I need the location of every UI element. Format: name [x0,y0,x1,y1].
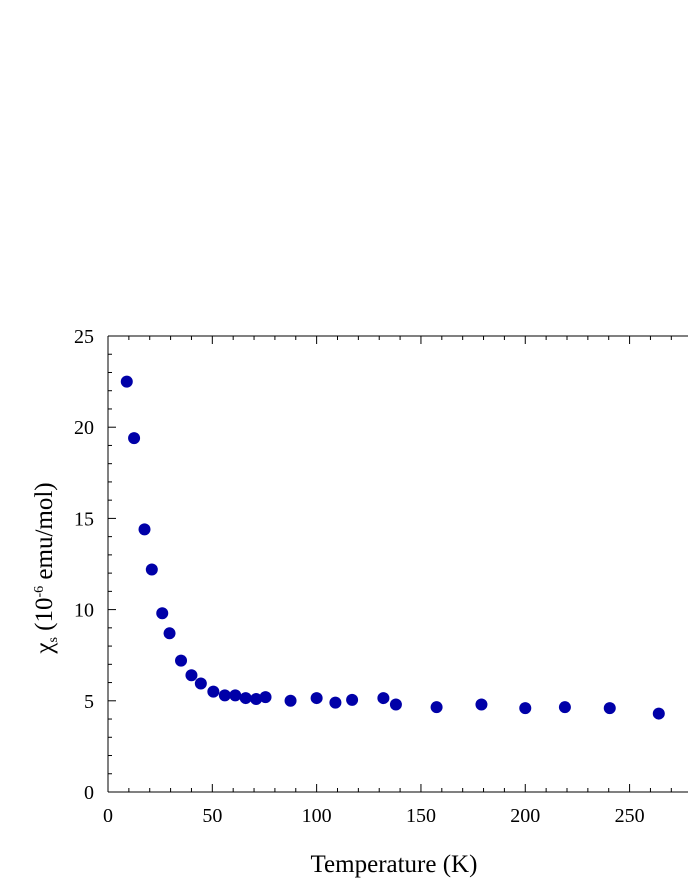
data-point [310,692,323,705]
y-axis-label: χs (10-6 emu/mol) [31,482,61,654]
data-point [218,689,231,702]
data-point [175,654,188,667]
data-point [430,701,443,714]
data-point [389,698,402,711]
y-tick-label: 5 [84,691,94,713]
data-point [652,707,665,720]
data-point [229,689,242,702]
data-point [156,607,169,620]
x-tick-label: 0 [103,805,113,827]
x-tick-label: 150 [406,805,436,827]
data-points [120,375,665,720]
data-point [519,702,532,715]
data-point [346,693,359,706]
data-point [603,702,616,715]
data-point [145,563,158,576]
data-point [558,701,571,714]
data-point [128,432,141,445]
y-tick-label: 10 [74,600,94,622]
data-point [185,669,198,682]
y-axis-label-chi: χ [31,643,58,655]
y-tick-label: 25 [74,326,94,348]
x-tick-label: 100 [302,805,332,827]
y-axis-label-sup: -6 [32,586,47,598]
x-axis-label: Temperature (K) [311,851,478,878]
data-point [329,696,342,709]
data-point [120,375,133,388]
data-point [138,523,151,536]
y-tick-label: 15 [74,508,94,530]
data-point [239,692,252,705]
data-point [163,627,176,640]
y-tick-label: 0 [84,782,94,804]
x-tick-label: 250 [615,805,645,827]
data-point [475,698,488,711]
y-axis-label-sub: s [46,637,61,642]
data-point [207,685,220,698]
y-axis-label-suffix: emu/mol) [31,482,58,585]
x-tick-label: 50 [202,805,222,827]
y-axis-label-prefix: (10 [31,598,58,638]
data-point [259,691,272,704]
ticks [107,335,672,793]
x-tick-label: 200 [510,805,540,827]
axes-frame [107,335,688,793]
data-point [250,692,263,705]
data-point [284,694,297,707]
data-point [377,692,390,705]
data-point [194,677,207,690]
tick-labels: 0 50 100 150 200 250 0 5 10 15 20 25 [74,326,645,827]
y-tick-label: 20 [74,417,94,439]
